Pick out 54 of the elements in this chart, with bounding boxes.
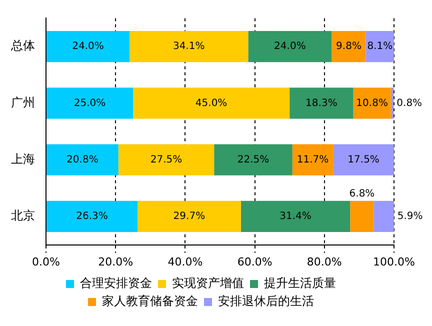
x-tick-label: 80.0% xyxy=(306,255,342,268)
data-label: 31.4% xyxy=(280,211,312,222)
y-tick-label: 总体 xyxy=(10,38,35,53)
legend-label: 安排退休后的生活 xyxy=(218,294,314,308)
bar xyxy=(46,200,138,232)
bar xyxy=(374,200,394,232)
data-label: 24.0% xyxy=(274,41,306,52)
legend-label: 提升生活质量 xyxy=(264,276,336,290)
legend-label: 合理安排资金 xyxy=(80,276,152,290)
bar xyxy=(214,144,292,176)
bar xyxy=(248,30,332,62)
data-label: 5.9% xyxy=(397,211,423,222)
bar xyxy=(390,88,394,119)
data-label: 22.5% xyxy=(237,154,270,166)
data-label: 34.1% xyxy=(172,41,205,52)
bar xyxy=(353,88,391,119)
x-tick-label: 0.0% xyxy=(32,255,60,268)
bar xyxy=(130,30,248,62)
x-tick-label: 60.0% xyxy=(237,255,272,268)
bar xyxy=(133,88,290,119)
data-label: 29.7% xyxy=(173,211,206,222)
y-tick-label: 北京 xyxy=(11,208,35,223)
data-label: 17.5% xyxy=(348,154,380,166)
x-tick-label: 40.0% xyxy=(168,255,203,268)
legend-label: 实现资产增值 xyxy=(172,276,244,290)
data-label: 25.0% xyxy=(74,98,106,109)
y-tick-label: 上海 xyxy=(11,152,35,166)
data-label: 11.7% xyxy=(296,154,329,166)
bar xyxy=(332,30,366,62)
x-tick-label: 100.0% xyxy=(373,255,415,268)
bar xyxy=(46,88,133,119)
bar xyxy=(292,144,334,176)
bar xyxy=(118,144,214,176)
data-label: 20.8% xyxy=(66,154,98,166)
bar xyxy=(333,144,394,176)
data-label: 45.0% xyxy=(195,98,228,109)
x-tick-label: 20.0% xyxy=(98,255,134,268)
bar xyxy=(240,200,350,232)
data-label: 6.8% xyxy=(349,188,375,200)
bar xyxy=(138,200,241,232)
bar xyxy=(290,88,354,119)
bar xyxy=(350,200,374,232)
data-label: 26.3% xyxy=(76,211,108,222)
bar xyxy=(46,30,130,62)
legend-label: 家人教育储备资金 xyxy=(102,294,198,308)
bar xyxy=(46,144,118,176)
data-label: 24.0% xyxy=(72,41,104,52)
data-label: 0.8% xyxy=(396,98,422,109)
data-label: 9.8% xyxy=(336,41,362,52)
data-label: 18.3% xyxy=(306,98,338,109)
data-label: 10.8% xyxy=(356,98,388,109)
y-tick-label: 广州 xyxy=(11,95,35,110)
data-label: 8.1% xyxy=(367,41,393,52)
data-label: 27.5% xyxy=(150,154,182,166)
